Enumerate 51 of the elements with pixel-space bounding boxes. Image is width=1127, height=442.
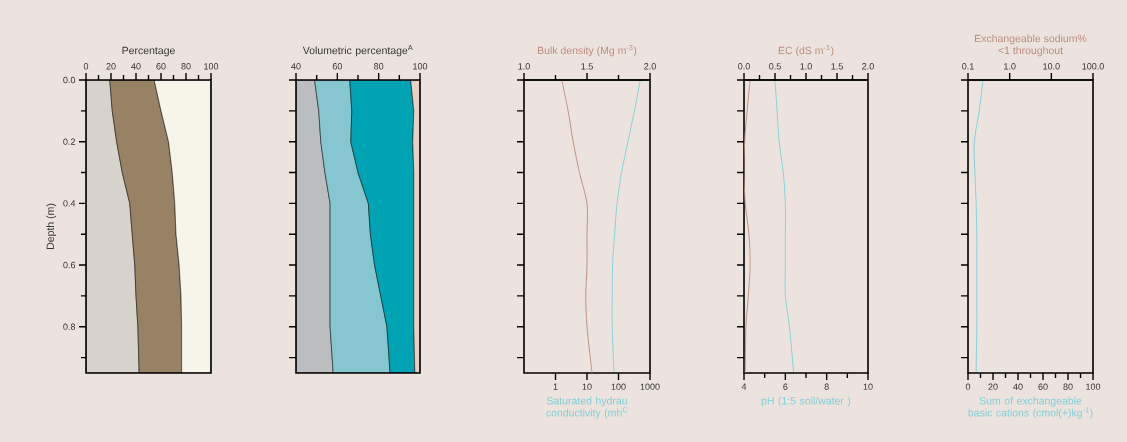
x-tick-label: 1000 — [640, 383, 660, 390]
x-tick-label: 100 — [1086, 383, 1101, 390]
x-tick-label: 0 — [965, 383, 971, 390]
x-tick-label: 40 — [291, 63, 301, 70]
x-tick-label: 100 — [413, 63, 428, 70]
x2-axis-title: Exchangeable sodium% — [975, 34, 1087, 45]
x-tick-label: 60 — [1038, 383, 1048, 390]
x-tick-label: 8 — [824, 383, 829, 390]
x-tick-label: 80 — [1063, 383, 1073, 390]
x-tick-label: 60 — [332, 63, 342, 70]
x2-tick-label: 1.0 — [518, 63, 530, 70]
y-tick-label: 0.6 — [63, 261, 76, 269]
x2-tick-label: 2.0 — [862, 63, 874, 70]
y-tick-label: 0.2 — [63, 138, 76, 145]
y-axis-title: Depth (m) — [46, 203, 57, 249]
x2-axis-title: EC (dS m$^{-1}$) — [778, 45, 834, 57]
x-axis-title: Sum of exchangeable basic cations (cmol(+)kg$^{-1}$) — [968, 396, 1093, 419]
x2-tick-label: 2.0 — [644, 63, 656, 70]
x-tick-label: 10 — [863, 383, 873, 390]
y-tick-label: 0.4 — [63, 200, 76, 207]
x-tick-label: 10 — [582, 383, 592, 390]
x-tick-label: 40 — [1013, 383, 1023, 390]
x-tick-label: 80 — [181, 63, 191, 70]
x2-tick-label: 1.5 — [831, 63, 843, 70]
x2-tick-label: 10.0 — [1043, 63, 1060, 70]
x-axis-title: Saturated hydrau conductivity (mh$^{C}$ — [546, 396, 628, 419]
x2-tick-label: 0.0 — [738, 63, 750, 70]
x-tick-label: 20 — [106, 63, 116, 70]
x-axis-title: Volumetric percentage$^{A}$ — [302, 45, 413, 57]
x-tick-label: 4 — [741, 383, 747, 390]
x-tick-label: 1 — [553, 383, 558, 390]
x2-tick-label: 1.0 — [1004, 63, 1016, 70]
x-tick-label: 60 — [156, 63, 166, 70]
x2-tick-label: 0.5 — [769, 63, 781, 70]
x-tick-label: 40 — [131, 63, 141, 70]
y-tick-label: 0.0 — [63, 76, 76, 84]
x2-axis-title: Bulk density (Mg m$^{-3}$) — [537, 44, 637, 57]
x2-tick-label: 1.5 — [581, 63, 593, 70]
x2-tick-label: 1.0 — [800, 63, 812, 70]
text: <1 throughout — [998, 46, 1063, 57]
x-tick-label: 20 — [988, 383, 998, 390]
x-tick-label: 6 — [783, 383, 788, 390]
x-tick-label: 0 — [83, 63, 89, 70]
x-tick-label: 100 — [204, 63, 219, 70]
x2-tick-label: 100.0 — [1082, 63, 1104, 70]
x2-tick-label: 0.1 — [962, 63, 974, 70]
x-tick-label: 100 — [611, 383, 626, 390]
x-axis-title: Percentage — [122, 46, 175, 57]
y-tick-label: 0.8 — [63, 323, 76, 330]
x-axis-title: pH (1:5 soil/water ) — [761, 396, 851, 407]
x-tick-label: 80 — [374, 63, 384, 70]
